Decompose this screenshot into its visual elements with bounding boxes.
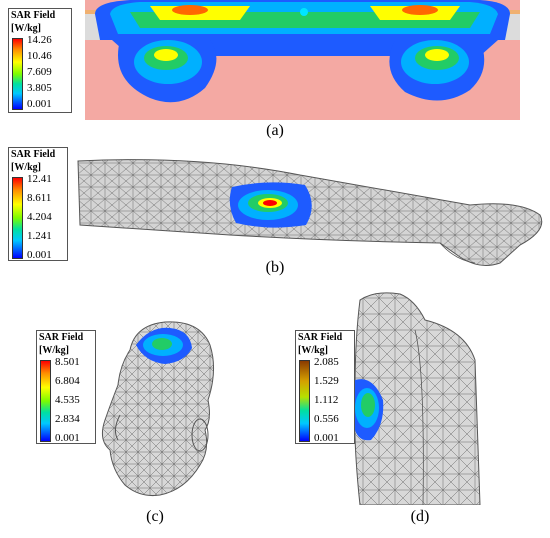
legend-c-value-3: 2.834 (55, 413, 80, 425)
legend-b-title-1: SAR Field (11, 149, 56, 160)
panel-d: SAR Field [W/kg] 2.085 1.529 1.112 0.556… (275, 290, 550, 538)
legend-d-title-1: SAR Field (298, 332, 343, 343)
caption-d: (d) (410, 508, 430, 525)
legend-d-value-2: 1.112 (314, 394, 339, 406)
legend-d-value-0: 2.085 (314, 356, 339, 368)
legend-d-title-2: [W/kg] (298, 345, 328, 356)
legend-a-colorbar (12, 38, 23, 110)
legend-d: SAR Field [W/kg] 2.085 1.529 1.112 0.556… (295, 330, 355, 444)
legend-d-value-4: 0.001 (314, 432, 339, 444)
legend-a-value-3: 3.805 (27, 82, 52, 94)
panel-a-sar-cross-section (85, 0, 520, 120)
legend-c-colorbar (40, 360, 51, 442)
legend-b: SAR Field [W/kg] 12.41 8.611 4.204 1.241… (8, 147, 68, 261)
legend-d-value-1: 1.529 (314, 375, 339, 387)
panel-c-head-mesh (101, 321, 214, 496)
legend-a-value-4: 0.001 (27, 98, 52, 110)
legend-b-value-1: 8.611 (27, 192, 52, 204)
caption-c: (c) (146, 508, 164, 525)
panel-b: SAR Field [W/kg] 12.41 8.611 4.204 1.241… (0, 145, 550, 290)
legend-c-value-4: 0.001 (55, 432, 80, 444)
legend-b-title-2: [W/kg] (11, 162, 41, 173)
legend-b-value-0: 12.41 (27, 173, 52, 185)
legend-c-value-1: 6.804 (55, 375, 80, 387)
legend-a-value-0: 14.26 (27, 34, 52, 46)
legend-d-value-3: 0.556 (314, 413, 339, 425)
legend-c: SAR Field [W/kg] 8.501 6.804 4.535 2.834… (36, 330, 96, 444)
caption-b: (b) (265, 259, 285, 276)
legend-b-value-3: 1.241 (27, 230, 52, 242)
legend-a-value-2: 7.609 (27, 66, 52, 78)
legend-a-value-1: 10.46 (27, 50, 52, 62)
legend-a: SAR Field [W/kg] 14.26 10.46 7.609 3.805… (8, 8, 72, 113)
panel-a: SAR Field [W/kg] 14.26 10.46 7.609 3.805… (0, 0, 550, 150)
legend-c-title-2: [W/kg] (39, 345, 69, 356)
legend-c-value-0: 8.501 (55, 356, 80, 368)
legend-b-value-2: 4.204 (27, 211, 52, 223)
legend-d-colorbar (299, 360, 310, 442)
legend-c-value-2: 4.535 (55, 394, 80, 406)
panel-b-arm-mesh (77, 159, 543, 266)
legend-a-title-2: [W/kg] (11, 23, 41, 34)
legend-c-title-1: SAR Field (39, 332, 84, 343)
legend-b-colorbar (12, 177, 23, 259)
panel-c: SAR Field [W/kg] 8.501 6.804 4.535 2.834… (0, 290, 275, 538)
caption-a: (a) (266, 122, 284, 139)
legend-b-value-4: 0.001 (27, 249, 52, 261)
panel-d-torso-mesh (354, 292, 481, 505)
legend-a-title-1: SAR Field (11, 10, 56, 21)
